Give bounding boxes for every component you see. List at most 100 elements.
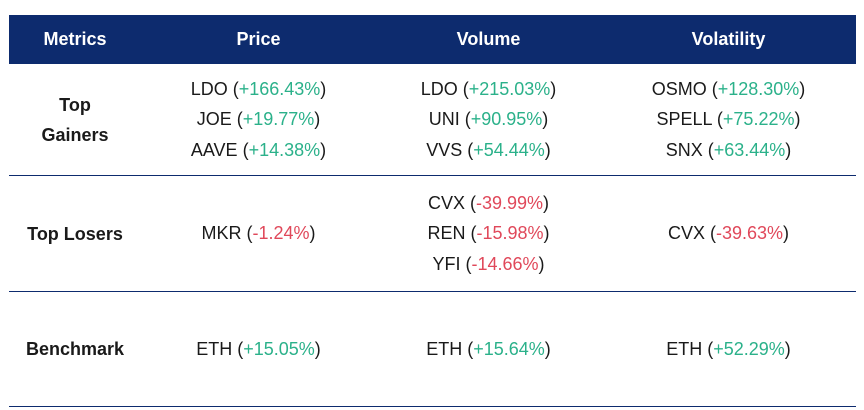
row-label-text: Top Losers [27,223,123,244]
paren-close: ) [320,78,327,99]
row-label-text: Benchmark [25,339,125,359]
paren-open: ( [460,253,472,274]
volatility-cell: OSMO (+128.30%) SPELL (+75.22%) SNX (+63.4… [601,64,856,175]
volatility-cell: CVX (-39.63%) [601,176,856,291]
row-label: Top Gainers [9,64,141,175]
ticker: UNI [428,109,460,130]
ticker: ETH [196,338,233,359]
table-body: Top Gainers LDO (+166.43%) JOE (+19.77%) AA… [9,64,856,407]
ticker: AAVE [190,139,238,160]
row-label: Top Losers [9,176,141,291]
header-volatility: Volatility [691,29,766,49]
percent-change: +63.44% [713,139,786,160]
metric-entry: JOE (+19.77%) [197,104,321,135]
ticker: OSMO [651,78,707,99]
paren-close: ) [309,223,316,244]
price-cell: ETH (+15.05%) [141,292,376,406]
price-cell: LDO (+166.43%) JOE (+19.77%) AAVE (+14.38%… [141,64,376,175]
percent-change: +52.29% [713,338,785,359]
paren-close: ) [542,109,549,130]
ticker: LDO [190,78,228,99]
percent-change: +54.44% [473,139,545,160]
paren-open: ( [232,338,244,359]
paren-close: ) [799,78,806,99]
ticker: VVS [426,139,463,160]
paren-open: ( [464,192,476,213]
paren-close: ) [543,223,550,244]
metric-entry: UNI (+90.95%) [429,104,549,135]
paren-open: ( [702,139,714,160]
ticker: JOE [196,109,232,130]
metric-entry: SPELL (+75.22%) [657,104,801,135]
percent-change: -14.66% [471,253,539,274]
ticker: CVX [667,223,705,244]
header-metrics: Metrics [43,29,107,49]
row-label: Benchmark [9,292,141,406]
paren-open: ( [237,139,249,160]
percent-change: -15.98% [476,223,544,244]
row-label-text: Top Gainers [41,94,109,145]
paren-open: ( [706,78,718,99]
paren-open: ( [227,78,239,99]
table-header: Metrics Price Volume Volatility [9,15,856,64]
metric-entry: ETH (+15.05%) [196,334,321,365]
volatility-cell: ETH (+52.29%) [601,292,856,406]
header-price: Price [236,29,281,49]
metric-entry: MKR (-1.24%) [201,218,315,249]
paren-open: ( [462,139,474,160]
ticker: SPELL [656,109,712,130]
percent-change: +166.43% [238,78,321,99]
ticker: LDO [420,78,458,99]
percent-change: -1.24% [252,223,310,244]
header-volume: Volume [456,29,521,49]
metric-entry: CVX (-39.63%) [668,218,789,249]
ticker: CVX [427,192,465,213]
paren-close: ) [543,192,550,213]
percent-change: +15.64% [473,338,545,359]
ticker: YFI [432,253,461,274]
ticker: MKR [201,223,242,244]
paren-open: ( [711,109,723,130]
percent-change: +90.95% [470,109,543,130]
price-cell: MKR (-1.24%) [141,176,376,291]
table-row: Top Losers MKR (-1.24%) CVX (-39.99%) REN (… [9,176,856,292]
paren-open: ( [459,109,471,130]
metric-entry: SNX (+63.44%) [666,135,792,166]
paren-close: ) [544,139,551,160]
metric-entry: VVS (+54.44%) [426,135,551,166]
ticker: SNX [665,139,703,160]
paren-open: ( [241,223,253,244]
percent-change: -39.63% [715,223,784,244]
paren-open: ( [702,338,714,359]
paren-open: ( [231,109,243,130]
metric-entry: ETH (+15.64%) [426,334,551,365]
ticker: ETH [666,338,703,359]
percent-change: +14.38% [248,139,321,160]
percent-change: -39.99% [475,192,544,213]
paren-close: ) [314,338,321,359]
metric-entry: ETH (+52.29%) [666,334,791,365]
paren-open: ( [465,223,477,244]
metric-entry: REN (-15.98%) [427,218,549,249]
volume-cell: LDO (+215.03%) UNI (+90.95%) VVS (+54.44%) [376,64,601,175]
percent-change: +215.03% [468,78,551,99]
metric-entry: LDO (+166.43%) [191,74,327,105]
paren-open: ( [457,78,469,99]
percent-change: +15.05% [243,338,315,359]
ticker: REN [427,223,466,244]
table-row: Top Gainers LDO (+166.43%) JOE (+19.77%) AA… [9,64,856,176]
metric-entry: AAVE (+14.38%) [191,135,326,166]
percent-change: +75.22% [722,109,795,130]
paren-close: ) [550,78,557,99]
paren-close: ) [785,139,792,160]
paren-close: ) [794,109,801,130]
metric-entry: LDO (+215.03%) [421,74,557,105]
paren-close: ) [783,223,790,244]
volume-cell: ETH (+15.64%) [376,292,601,406]
ticker: ETH [426,338,463,359]
paren-close: ) [538,253,545,274]
metric-entry: OSMO (+128.30%) [652,74,806,105]
paren-open: ( [704,223,716,244]
percent-change: +128.30% [717,78,800,99]
paren-open: ( [462,338,474,359]
